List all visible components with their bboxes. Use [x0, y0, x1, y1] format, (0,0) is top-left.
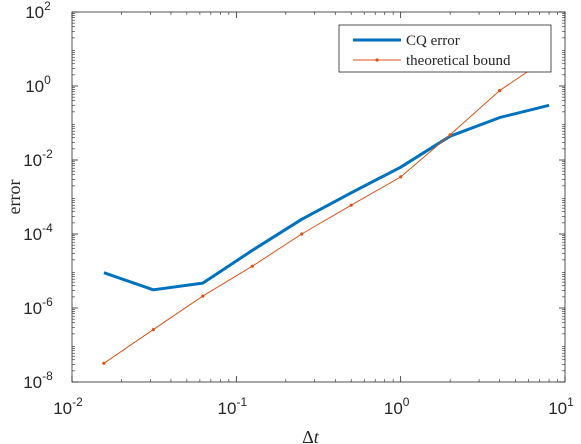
data-point-theoretical-bound	[250, 264, 254, 268]
x-tick-label: 100	[384, 395, 410, 418]
x-tick-label-base: 10	[548, 399, 567, 418]
y-tick-label: 10-6	[23, 295, 53, 318]
y-tick-label: 102	[25, 0, 51, 22]
data-point-theoretical-bound	[151, 328, 155, 332]
data-point-theoretical-bound	[349, 203, 353, 207]
legend-label-theoretical-bound: theoretical bound	[406, 53, 511, 69]
x-tick-label-base: 10	[218, 399, 237, 418]
x-tick-label: 10-2	[53, 395, 83, 418]
y-tick-label-exponent: -6	[42, 295, 53, 309]
y-tick-label-exponent: -2	[42, 147, 53, 161]
x-tick-label: 10-1	[218, 395, 248, 418]
x-tick-label-base: 10	[384, 399, 403, 418]
y-tick-label-base: 10	[23, 151, 42, 170]
x-axis-label-prefix: Δ	[302, 427, 314, 444]
y-tick-label-exponent: -8	[42, 369, 53, 383]
data-point-theoretical-bound	[300, 232, 304, 236]
series-line-cq-error	[103, 103, 550, 292]
y-tick-label-base: 10	[23, 299, 42, 318]
y-tick-label-base: 10	[25, 77, 44, 96]
y-tick-label: 10-8	[23, 369, 53, 392]
y-tick-label: 10-2	[23, 147, 53, 170]
x-axis-label-var: t	[314, 427, 320, 444]
series-line-theoretical-bound	[103, 56, 550, 364]
y-tick-label-base: 10	[23, 225, 42, 244]
y-axis-label: error	[4, 180, 24, 215]
y-tick-label-base: 10	[23, 373, 42, 392]
y-tick-label-exponent: 2	[44, 0, 51, 13]
legend-label-cq-error: CQ error	[406, 33, 460, 49]
data-point-theoretical-bound	[201, 294, 205, 298]
x-tick-label-base: 10	[53, 399, 72, 418]
y-tick-label-exponent: 0	[44, 73, 51, 87]
data-point-theoretical-bound	[399, 175, 403, 179]
y-tick-label-exponent: -4	[42, 221, 53, 235]
series-layer	[102, 55, 551, 365]
y-tick-label-base: 10	[25, 3, 44, 22]
x-tick-label-exponent: 0	[403, 395, 410, 409]
x-tick-label-exponent: -1	[236, 395, 247, 409]
legend-box	[338, 24, 552, 73]
data-point-theoretical-bound	[498, 89, 502, 93]
x-tick-label-exponent: 1	[567, 395, 574, 409]
plot-area-frame	[71, 11, 566, 383]
legend: CQ error theoretical bound	[338, 24, 552, 73]
x-tick-label-exponent: -2	[72, 395, 83, 409]
x-tick-label: 101	[548, 395, 574, 418]
y-tick-label: 10-4	[23, 221, 53, 244]
data-point-theoretical-bound	[448, 133, 452, 137]
y-tick-label: 100	[25, 73, 51, 96]
legend-marker-theoretical-bound	[375, 58, 379, 62]
data-point-theoretical-bound	[102, 361, 106, 365]
plot-area-background	[72, 12, 565, 382]
x-axis-label: Δt	[302, 427, 320, 444]
